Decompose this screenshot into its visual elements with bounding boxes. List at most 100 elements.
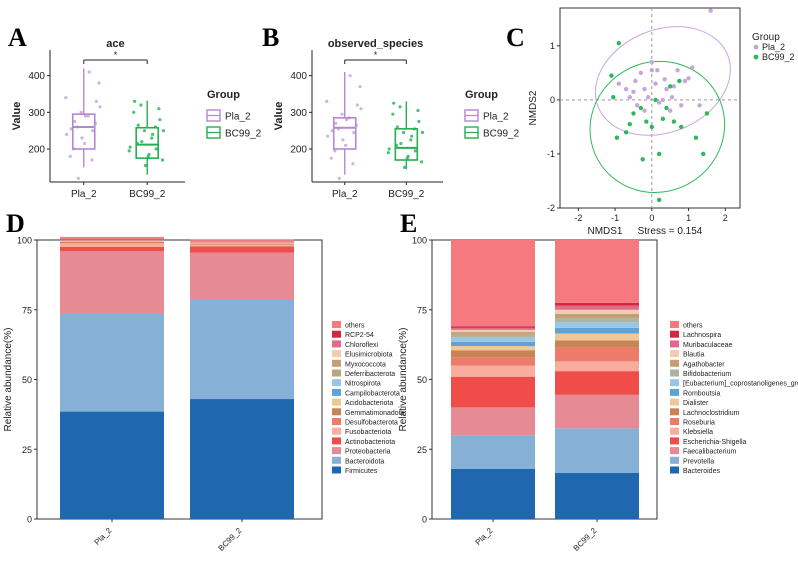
legend-key-muribaculaceae	[670, 340, 679, 348]
bar-segment-lachnoclostridium	[555, 340, 639, 348]
legend-label-bc99-2: BC99_2	[762, 52, 795, 62]
bar-segment-eubacterium-coprostanoligenes-group	[451, 337, 535, 342]
legend-key-rcp2-54	[332, 330, 341, 338]
bar-segment-roseburia	[555, 347, 639, 362]
x-tick-label: 2	[723, 213, 728, 223]
legend-label-actinobacteriota: Actinobacteriota	[345, 439, 395, 446]
x-tick-label-pla-2: Pla_2	[71, 189, 97, 200]
legend-label-muribaculaceae: Muribaculaceae	[683, 342, 733, 349]
data-point-bc99-2	[409, 138, 413, 142]
bar-segment-proteobacteria	[60, 251, 164, 314]
legend-key-bacteroidota	[332, 456, 341, 464]
data-point-pla-2	[668, 108, 673, 113]
data-point-pla-2	[638, 70, 644, 76]
data-point-bc99-2	[140, 140, 144, 144]
data-point-bc99-2	[158, 118, 162, 122]
bar-segment-muribaculaceae	[555, 305, 639, 310]
bar-segment-klebsiella	[555, 361, 639, 372]
data-point-bc99-2	[656, 151, 662, 157]
legend-key-agathobacter	[670, 359, 679, 367]
bar-segment-fusobacteriota	[190, 245, 294, 247]
chart-d-phylum-abundance: 0 25 50 75 100 Relative abundance(%) Pla_2 BC99…	[3, 236, 405, 553]
x-axis-label: NMDS1	[587, 226, 622, 237]
data-point-bc99-2	[653, 97, 658, 103]
data-point-pla-2	[94, 99, 98, 103]
legend-key-chloroflexi	[332, 340, 341, 348]
data-point-bc99-2	[410, 134, 414, 138]
data-point-bc99-2	[391, 112, 395, 116]
bar-segment-others	[555, 240, 639, 303]
legend-label-bifidobacterium: Bifidobacterium	[683, 371, 731, 378]
bar-segment-lachnospira	[555, 302, 639, 306]
data-point-bc99-2	[406, 154, 410, 158]
legend-key-elusimicrobiota	[332, 350, 341, 358]
data-point-bc99-2	[128, 145, 132, 149]
bar-segment-bifidobacterium	[555, 318, 639, 323]
data-point-pla-2	[645, 94, 651, 100]
data-point-pla-2	[686, 76, 691, 81]
significance-mark: *	[114, 50, 118, 60]
data-point-pla-2	[80, 136, 84, 140]
data-point-pla-2	[341, 138, 345, 142]
bar-segment-roseburia	[451, 357, 535, 366]
data-point-pla-2	[649, 59, 655, 65]
legend-key-bifidobacterium	[670, 369, 679, 377]
data-point-pla-2	[633, 78, 638, 84]
bar-segment-actinobacteriota	[60, 246, 164, 252]
panel-label-e: E	[400, 209, 417, 238]
data-point-pla-2	[68, 154, 72, 158]
data-point-bc99-2	[611, 94, 616, 100]
panel-label-d: D	[6, 209, 25, 238]
data-point-pla-2	[83, 141, 87, 146]
y-tick-label: 75	[417, 305, 427, 315]
legend-key-klebsiella	[670, 427, 679, 435]
chart-title: ace	[106, 38, 124, 50]
data-point-pla-2	[334, 121, 338, 125]
data-point-bc99-2	[616, 40, 621, 46]
bar-segment-actinobacteriota	[190, 246, 294, 253]
y-tick-label: -2	[547, 203, 555, 213]
x-tick-label-bc99-2: BC99_2	[572, 526, 599, 553]
data-point-bc99-2	[402, 165, 407, 169]
y-tick-label: -1	[547, 149, 555, 159]
y-tick-label: 400	[290, 71, 307, 82]
data-point-bc99-2	[127, 149, 131, 153]
bar-segment-lachnoclostridium	[451, 350, 535, 358]
data-point-bc99-2	[664, 105, 669, 111]
bar-segment-eubacterium-coprostanoligenes-group	[555, 322, 639, 328]
data-point-pla-2	[73, 119, 77, 124]
data-point-pla-2	[87, 70, 91, 74]
legend-key-roseburia	[670, 418, 679, 425]
panel-label-a: A	[8, 23, 27, 52]
significance-mark: *	[374, 50, 378, 60]
bar-segment-bacteroides	[451, 468, 535, 519]
data-point-bc99-2	[677, 78, 682, 84]
data-point-pla-2	[358, 85, 362, 89]
data-point-pla-2	[660, 97, 666, 103]
legend-key-fusobacteriota	[332, 427, 341, 435]
bar-segment-others	[451, 240, 535, 327]
bar-segment-bacteroidota	[60, 313, 164, 412]
data-point-pla-2	[76, 176, 80, 180]
bar-segment-klebsiella	[451, 365, 535, 377]
data-point-bc99-2	[139, 103, 143, 107]
data-point-pla-2	[631, 89, 636, 94]
legend-key-prevotella	[670, 456, 679, 464]
stress-label: Stress = 0.154	[638, 226, 703, 237]
data-point-pla-2	[337, 176, 341, 180]
legend-key-romboutsia	[670, 388, 679, 396]
data-point-pla-2	[86, 114, 90, 118]
legend-label-others: others	[683, 323, 703, 330]
data-point-bc99-2	[693, 135, 699, 140]
data-point-bc99-2	[399, 141, 403, 146]
legend-label-eubacterium-coprostanoligenes-group: [Eubacterium]_coprostanoligenes_group	[683, 381, 798, 388]
data-point-bc99-2	[640, 157, 645, 162]
bar-segment-romboutsia	[555, 327, 639, 334]
data-point-bc99-2	[413, 149, 417, 153]
data-point-pla-2	[669, 94, 675, 100]
bar-segment-desulfobacterota	[190, 244, 294, 246]
bar-segment-agathobacter	[555, 313, 639, 319]
data-point-pla-2	[671, 84, 677, 89]
legend-label-rcp2-54: RCP2-54	[345, 332, 374, 339]
confidence-ellipse-pla-2	[594, 26, 731, 136]
